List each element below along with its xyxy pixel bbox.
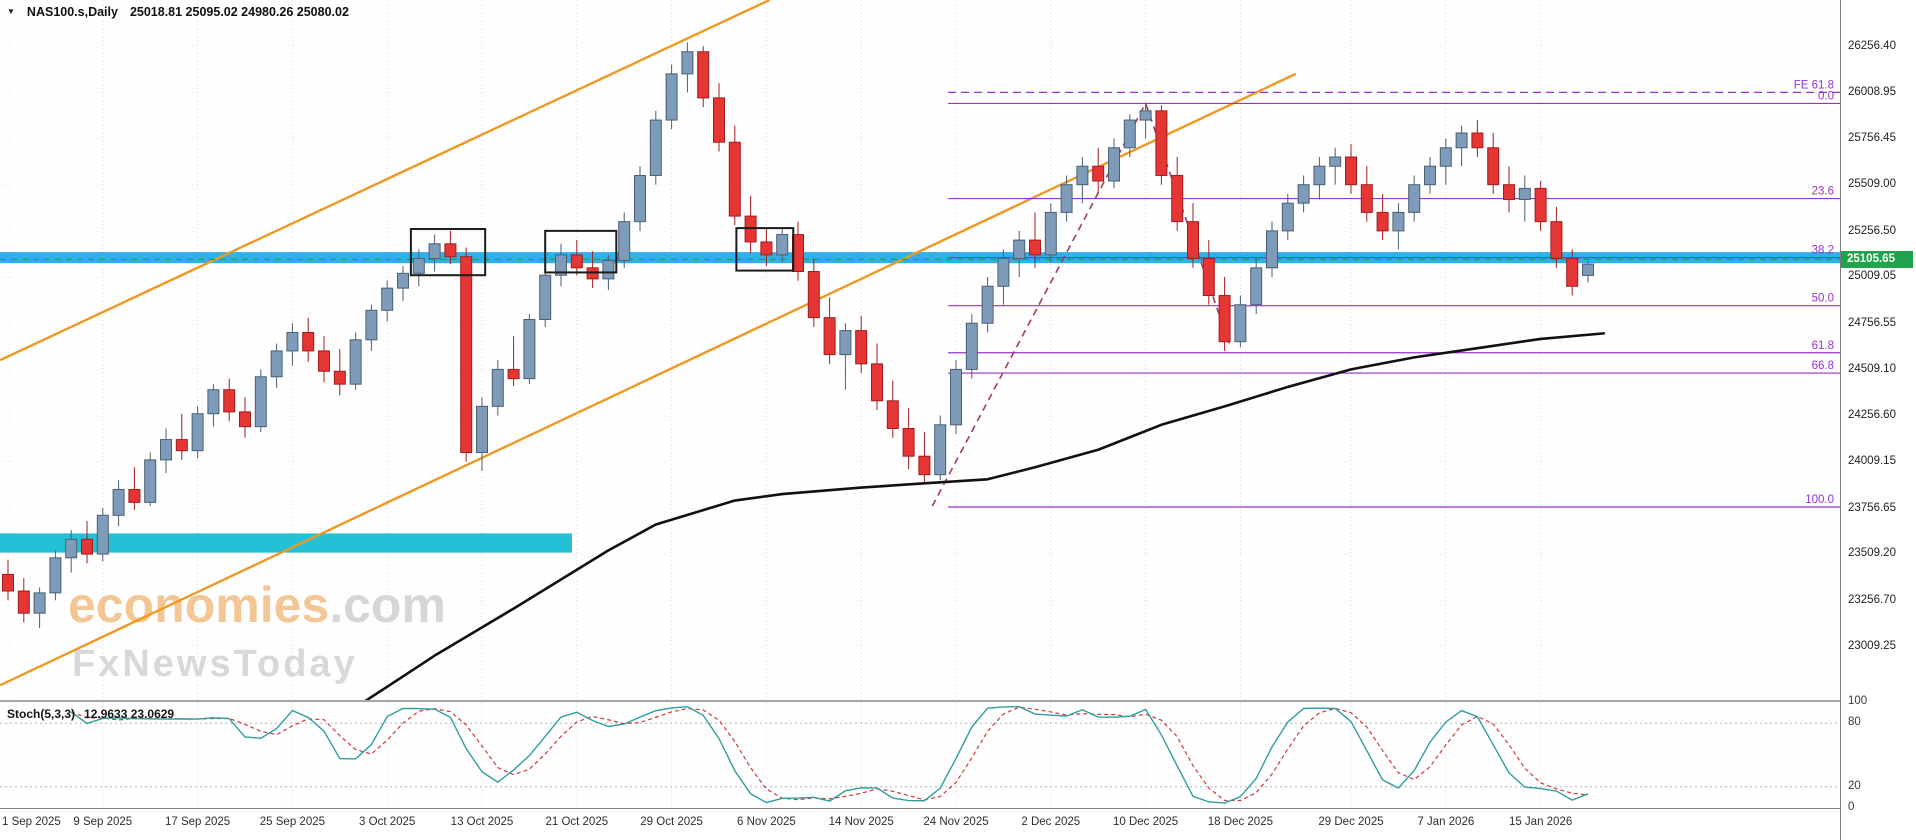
date-tick-label: 18 Dec 2025 — [1207, 816, 1273, 828]
annotation-rectangle[interactable] — [735, 227, 795, 272]
date-tick-label: 29 Dec 2025 — [1318, 816, 1384, 828]
stoch-indicator-label: Stoch(5,3,3) — [7, 707, 76, 721]
stoch-indicator-values: 12.9633 23.0629 — [84, 707, 175, 721]
moving-average-line[interactable] — [356, 332, 1606, 700]
price-tick-label: 23756.65 — [1848, 501, 1896, 514]
pane-separator[interactable] — [0, 700, 1840, 702]
chart-region[interactable]: economies.com FxNewsToday FE 61.8 0.0 23.6 38… — [0, 0, 1840, 840]
stoch-scale-label: 20 — [1848, 779, 1861, 792]
stoch-scale-label: 100 — [1848, 695, 1868, 707]
support-resistance-band[interactable] — [0, 252, 1840, 264]
stochastic-pane-canvas[interactable] — [0, 702, 1840, 808]
date-tick-label: 3 Oct 2025 — [359, 816, 416, 828]
price-tick-label: 25009.05 — [1848, 270, 1896, 283]
date-tick-label: 9 Sep 2025 — [73, 816, 133, 828]
current-price-tag: 25105.65 — [1841, 251, 1913, 269]
price-tick-label: 24009.15 — [1848, 454, 1896, 467]
trend-channel-line[interactable] — [0, 72, 1297, 687]
fib-level-label: 50.0 — [1812, 293, 1834, 305]
stoch-scale-label: 80 — [1848, 716, 1861, 729]
date-tick-label: 6 Nov 2025 — [736, 816, 796, 828]
fib-level-label: 0.0 — [1818, 90, 1834, 102]
date-tick-label: 24 Nov 2025 — [923, 816, 989, 828]
chart-marker-icon: ▼ — [7, 7, 15, 16]
fib-level-label: 23.6 — [1812, 186, 1834, 198]
price-axis[interactable]: 26256.40 26008.95 25756.45 25509.00 25256.50… — [1840, 0, 1916, 840]
date-tick-label: 21 Oct 2025 — [545, 816, 609, 828]
ohlc-values: 25018.81 25095.02 24980.26 25080.02 — [129, 5, 349, 19]
stoch-scale-label: 0 — [1848, 801, 1855, 813]
annotation-rectangle[interactable] — [544, 229, 618, 274]
price-tick-label: 23256.70 — [1848, 593, 1896, 606]
price-tick-label: 26008.95 — [1848, 85, 1896, 98]
price-tick-label: 24509.10 — [1848, 362, 1896, 375]
date-tick-label: 13 Oct 2025 — [450, 816, 514, 828]
stoch-main-line — [70, 705, 1589, 804]
price-tick-label: 23509.20 — [1848, 547, 1896, 560]
symbol-timeframe-label: NAS100.s,Daily — [26, 5, 118, 19]
stoch-signal-line — [70, 706, 1589, 802]
trend-channel-line[interactable] — [0, 0, 771, 362]
price-tick-label: 25509.00 — [1848, 177, 1896, 190]
fib-level-label: 100.0 — [1805, 494, 1834, 506]
watermark-brand: economies.com — [68, 577, 446, 633]
stochastic-readout: Stoch(5,3,3) 12.9633 23.0629 — [7, 707, 174, 721]
symbol-ohlc-readout: ▼ NAS100.s,Daily 25018.81 25095.02 24980… — [7, 5, 349, 19]
price-tick-label: 24756.55 — [1848, 316, 1896, 329]
price-tick-label: 24256.60 — [1848, 409, 1896, 422]
date-tick-label: 10 Dec 2025 — [1112, 816, 1179, 828]
date-tick-label: 1 Sep 2025 — [2, 816, 61, 828]
fib-expansion-zigzag[interactable] — [931, 101, 1231, 507]
price-tick-label: 25756.45 — [1848, 132, 1896, 145]
support-resistance-band[interactable] — [0, 533, 572, 553]
price-tick-label: 26256.40 — [1848, 39, 1896, 52]
fib-level-label: 61.8 — [1812, 340, 1834, 352]
fib-level-label: 38.2 — [1812, 245, 1834, 257]
annotation-rectangle[interactable] — [409, 228, 487, 277]
time-axis[interactable]: 1 Sep 2025 9 Sep 2025 17 Sep 2025 25 Sep 20… — [0, 808, 1840, 840]
fib-level-label: FE 61.8 — [1794, 79, 1834, 91]
watermark-tagline: FxNewsToday — [72, 643, 358, 685]
price-tick-label: 25256.50 — [1848, 224, 1896, 237]
fib-level-label: 66.8 — [1812, 360, 1834, 372]
main-price-chart-canvas[interactable]: economies.com FxNewsToday FE 61.80.0 23.6 38… — [0, 0, 1840, 700]
date-tick-label: 29 Oct 2025 — [640, 816, 703, 828]
date-tick-label: 15 Jan 2026 — [1508, 816, 1573, 828]
date-tick-label: 25 Sep 2025 — [259, 816, 326, 828]
date-tick-label: 17 Sep 2025 — [164, 816, 231, 828]
date-tick-label: 14 Nov 2025 — [828, 816, 894, 828]
date-tick-label: 2 Dec 2025 — [1021, 816, 1081, 828]
price-tick-label: 23009.25 — [1848, 639, 1896, 652]
date-tick-label: 7 Jan 2026 — [1417, 816, 1475, 828]
